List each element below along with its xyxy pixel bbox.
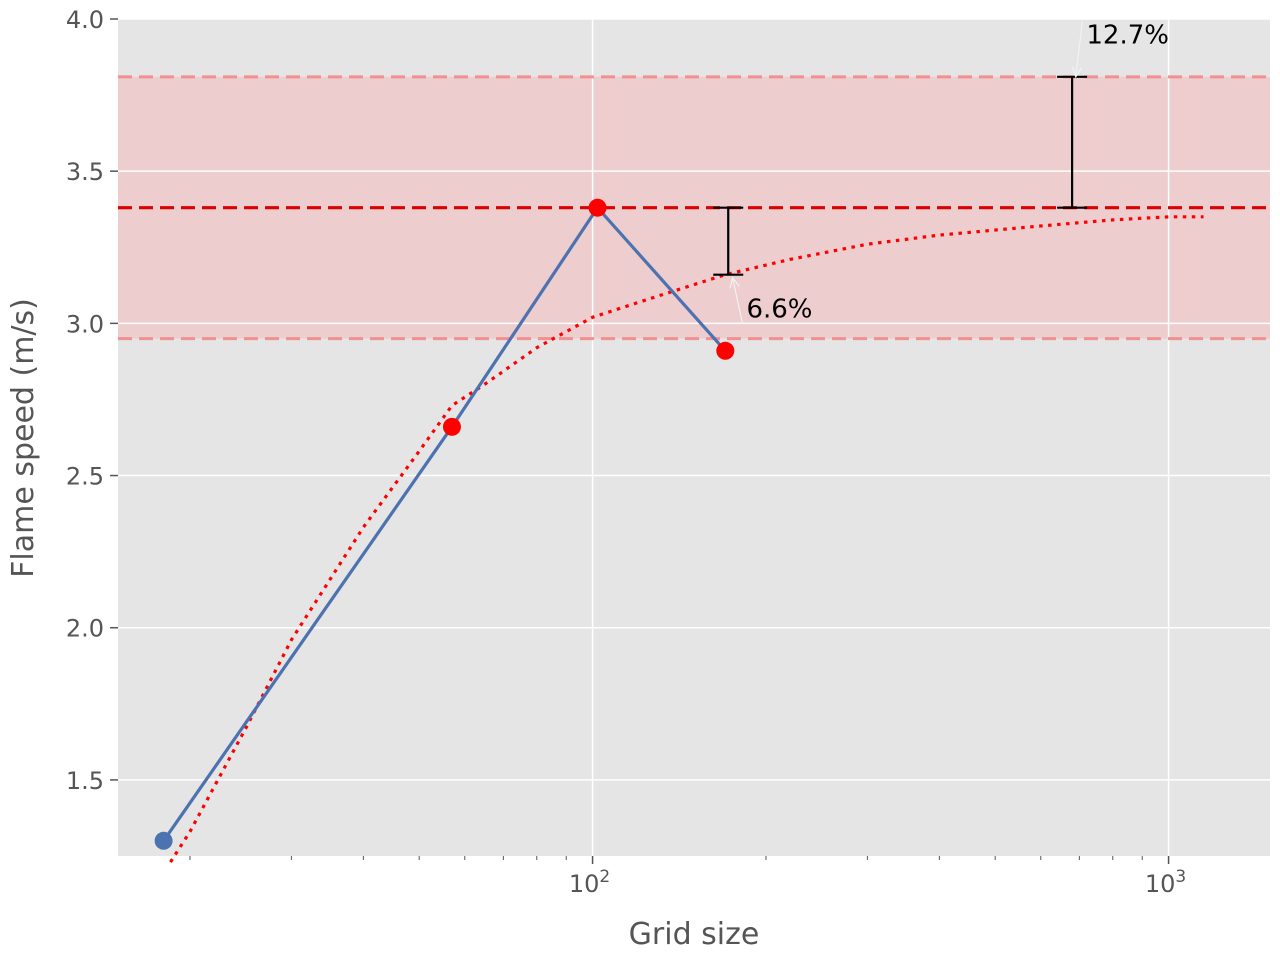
fit-curve [169, 215, 1204, 863]
annotation-label: 6.6% [746, 294, 812, 324]
annotation-arrowhead [729, 276, 740, 289]
annotation-arrowhead [1071, 66, 1083, 79]
annotation-label: 12.7% [1086, 20, 1169, 50]
error-bars [713, 75, 1088, 276]
data-point [154, 831, 173, 850]
data-point [716, 341, 735, 360]
y-axis-title: Flame speed (m/s) [6, 298, 41, 578]
y-tick-label: 3.0 [66, 310, 104, 338]
data-point [442, 417, 461, 436]
grid-lines [118, 18, 1270, 856]
x-tick-label: 103 [1145, 867, 1186, 898]
x-axis-title: Grid size [629, 917, 760, 952]
annotation-arrow [731, 277, 744, 324]
y-tick-label: 2.5 [66, 463, 104, 491]
axes: 1.5 2.0 2.5 3.0 3.5 4.0 102 103 [66, 6, 1186, 898]
fit-curve-line [169, 215, 1204, 863]
data-series [154, 198, 735, 850]
y-tick-label: 2.0 [66, 615, 104, 643]
y-tick-label: 4.0 [66, 6, 104, 34]
data-point [588, 198, 607, 217]
y-tick-label: 3.5 [66, 158, 104, 186]
annotations: 6.6% 12.7% [729, 20, 1169, 324]
x-tick-label: 102 [569, 867, 610, 898]
annotation-arrow [1075, 21, 1083, 77]
y-tick-label: 1.5 [66, 767, 104, 795]
series-line [162, 205, 727, 842]
reference-lines [118, 75, 1270, 341]
